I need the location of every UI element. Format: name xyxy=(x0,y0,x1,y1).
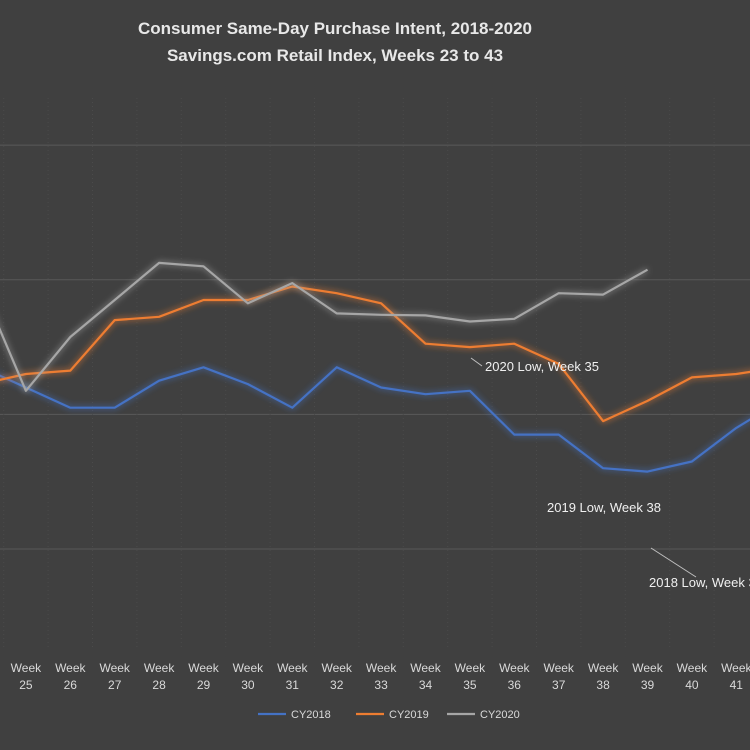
x-tick-num-39: 39 xyxy=(641,678,655,692)
legend-item-cy2020: CY2020 xyxy=(447,709,520,721)
x-tick-word-35: Week xyxy=(455,661,486,675)
x-tick-word-28: Week xyxy=(144,661,175,675)
x-tick-num-26: 26 xyxy=(64,678,78,692)
x-tick-word-30: Week xyxy=(233,661,264,675)
x-tick-num-33: 33 xyxy=(374,678,388,692)
x-tick-word-25: Week xyxy=(11,661,42,675)
x-tick-word-31: Week xyxy=(277,661,308,675)
x-tick-num-28: 28 xyxy=(152,678,166,692)
annotation-cy2019: 2019 Low, Week 38 xyxy=(547,500,661,515)
x-tick-num-41: 41 xyxy=(730,678,744,692)
legend-item-cy2019: CY2019 xyxy=(356,709,429,721)
x-tick-word-38: Week xyxy=(588,661,619,675)
x-tick-num-36: 36 xyxy=(508,678,522,692)
series-line-cy2019 xyxy=(0,285,750,423)
annotation-cy2018: 2018 Low, Week 39 xyxy=(649,575,750,590)
x-tick-word-27: Week xyxy=(99,661,130,675)
x-tick-word-33: Week xyxy=(366,661,397,675)
x-tick-num-34: 34 xyxy=(419,678,433,692)
x-axis-ticks: Week 25 Week 26 Week 27 Week 28 Week 29 Week 30 Week… xyxy=(11,661,750,692)
x-tick-num-25: 25 xyxy=(19,678,33,692)
x-tick-num-30: 30 xyxy=(241,678,255,692)
annotation-leaders xyxy=(470,357,697,578)
annotation-leader-2 xyxy=(650,547,697,578)
legend-label-cy2020: CY2020 xyxy=(480,709,520,721)
x-tick-word-40: Week xyxy=(677,661,708,675)
legend-label-cy2018: CY2018 xyxy=(291,709,331,721)
x-tick-num-40: 40 xyxy=(685,678,699,692)
legend-label-cy2019: CY2019 xyxy=(389,709,429,721)
series-line-cy2018 xyxy=(0,366,750,473)
x-tick-word-39: Week xyxy=(632,661,663,675)
annotation-leader-0 xyxy=(470,357,483,367)
annotation-cy2020: 2020 Low, Week 35 xyxy=(485,359,599,374)
x-tick-num-31: 31 xyxy=(286,678,300,692)
legend-item-cy2018: CY2018 xyxy=(258,709,331,721)
x-tick-num-35: 35 xyxy=(463,678,477,692)
x-tick-word-26: Week xyxy=(55,661,86,675)
x-tick-word-36: Week xyxy=(499,661,530,675)
legend: CY2018 CY2019 CY2020 xyxy=(258,709,520,721)
x-tick-word-37: Week xyxy=(543,661,574,675)
series-lines xyxy=(0,261,750,473)
x-tick-num-37: 37 xyxy=(552,678,566,692)
annotations: 2020 Low, Week 35 2019 Low, Week 38 2018 L… xyxy=(485,359,750,590)
x-tick-word-32: Week xyxy=(321,661,352,675)
x-tick-num-27: 27 xyxy=(108,678,122,692)
x-tick-num-29: 29 xyxy=(197,678,211,692)
x-tick-word-41: Week xyxy=(721,661,750,675)
x-tick-word-34: Week xyxy=(410,661,441,675)
gridlines xyxy=(0,98,750,650)
x-tick-num-38: 38 xyxy=(596,678,610,692)
chart-subtitle: Savings.com Retail Index, Weeks 23 to 43 xyxy=(167,46,503,65)
x-tick-word-29: Week xyxy=(188,661,219,675)
series-line-cy2020 xyxy=(0,261,649,392)
chart-title: Consumer Same-Day Purchase Intent, 2018-… xyxy=(138,19,532,38)
x-tick-num-32: 32 xyxy=(330,678,344,692)
